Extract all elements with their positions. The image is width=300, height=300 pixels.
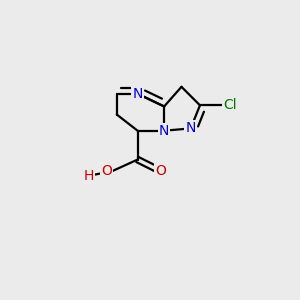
Text: Cl: Cl [223,98,237,112]
Text: N: N [132,87,143,101]
Text: N: N [159,124,169,138]
Text: O: O [155,164,166,178]
Text: H: H [84,169,94,183]
Text: O: O [101,164,112,178]
Text: N: N [185,122,196,135]
